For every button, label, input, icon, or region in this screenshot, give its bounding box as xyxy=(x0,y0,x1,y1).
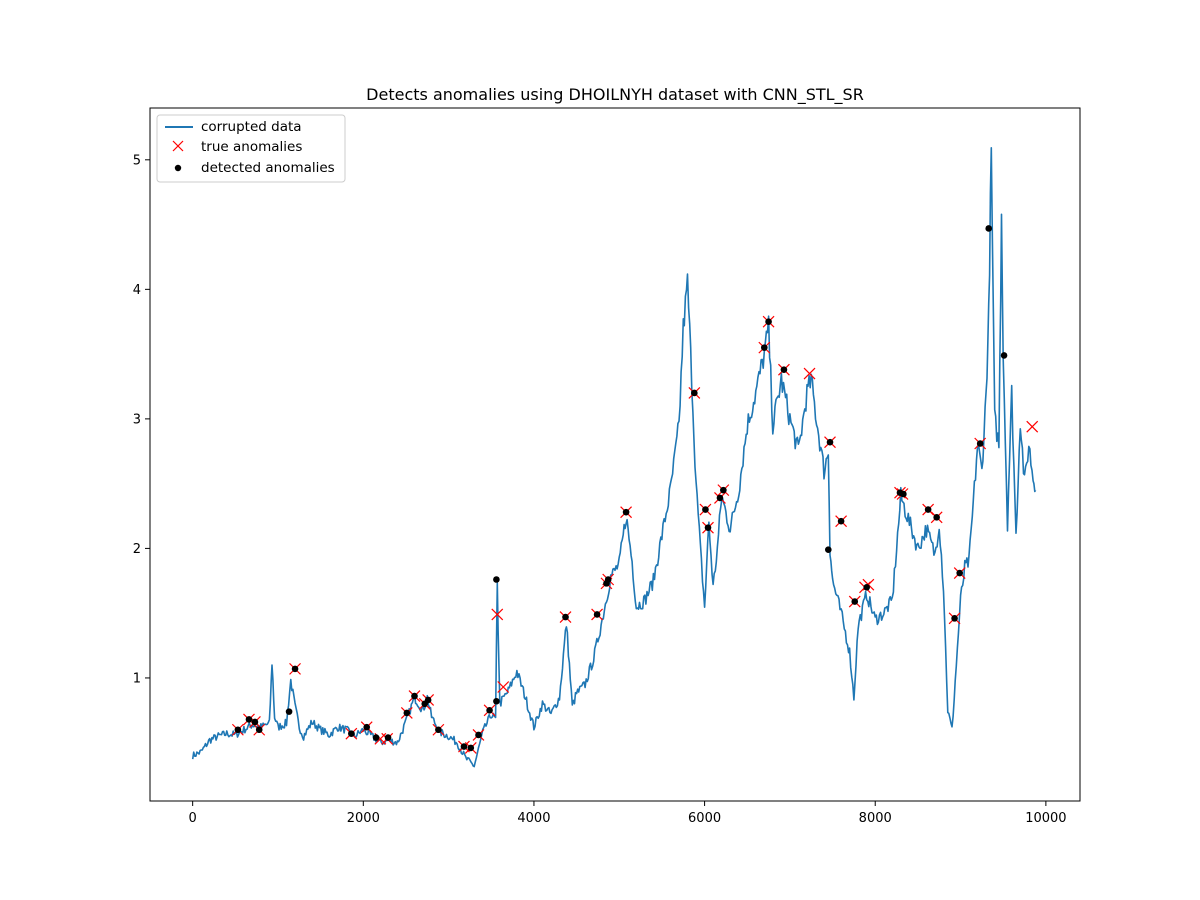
detected-anomaly-dot xyxy=(863,583,870,591)
detected-anomaly-dot xyxy=(837,517,845,525)
detected-anomaly-dot xyxy=(780,366,788,373)
x-tick-label: 10000 xyxy=(1025,811,1066,826)
detected-anomaly-dot xyxy=(716,494,724,502)
detected-anomaly-dot xyxy=(372,734,380,741)
x-tick-label: 6000 xyxy=(688,811,721,826)
detected-anomaly-dot xyxy=(924,506,932,513)
detected-anomaly-dot xyxy=(720,486,727,494)
x-tick-label: 4000 xyxy=(517,811,550,826)
detected-anomaly-dot xyxy=(956,569,963,577)
detected-anomaly-dot xyxy=(765,318,772,326)
detected-anomaly-dot xyxy=(604,576,612,583)
detected-anomaly-dot xyxy=(562,613,569,621)
y-axis: 1 2 3 4 5 xyxy=(133,153,150,686)
y-tick-label: 1 xyxy=(133,671,141,686)
detected-anomaly-dot xyxy=(704,524,712,531)
detected-anomaly-dot xyxy=(245,716,253,723)
detected-anomaly-dot xyxy=(403,709,411,717)
legend-label-detected-anomalies: detected anomalies xyxy=(201,160,335,176)
detected-anomaly-dot xyxy=(593,611,601,618)
detected-anomaly-dot xyxy=(622,508,630,516)
x-tick-label: 2000 xyxy=(347,811,380,826)
detected-anomaly-dot xyxy=(486,707,493,714)
legend-label-true-anomalies: true anomalies xyxy=(201,139,302,155)
detected-anomaly-dot xyxy=(363,723,371,731)
chart-title: Detects anomalies using DHOILNYH dataset… xyxy=(366,85,864,105)
x-tick-label: 8000 xyxy=(859,811,892,826)
plot-area xyxy=(191,147,1039,768)
detected-anomaly-dot xyxy=(234,726,242,734)
detected-anomaly-dot xyxy=(255,726,263,734)
detected-anomaly-dot xyxy=(251,718,259,726)
y-tick-label: 4 xyxy=(133,283,141,298)
detected-anomaly-dot xyxy=(460,743,468,750)
y-tick-label: 5 xyxy=(133,153,141,168)
detected-anomaly-dot xyxy=(467,744,475,752)
detected-anomaly-dot xyxy=(435,726,442,734)
plot-frame xyxy=(149,107,1081,802)
detected-anomaly-dot xyxy=(411,692,418,700)
detected-anomaly-dot xyxy=(475,731,482,739)
detected-anomaly-dot xyxy=(348,730,355,737)
detected-anomaly-dot xyxy=(702,506,709,513)
true-anomaly-marker xyxy=(1026,420,1039,433)
y-tick-label: 2 xyxy=(133,542,141,557)
series-layer xyxy=(191,147,1039,768)
detected-anomaly-dot xyxy=(761,344,768,351)
detected-anomaly-dot xyxy=(951,615,958,622)
legend: corrupted data true anomalies detected a… xyxy=(156,114,346,183)
x-tick-label: 0 xyxy=(189,811,197,826)
x-axis: 0 2000 4000 6000 8000 10000 xyxy=(189,801,1067,826)
legend-label-corrupted-data: corrupted data xyxy=(201,119,302,135)
detected-anomaly-dot xyxy=(985,225,993,232)
corrupted-data-line xyxy=(191,147,1037,768)
detected-anomaly-dot xyxy=(291,665,299,673)
detected-anomaly-dot xyxy=(933,514,940,521)
detected-anomaly-dot xyxy=(691,389,698,397)
detected-anomaly-dot xyxy=(900,490,907,498)
legend-box xyxy=(156,114,346,183)
legend-x-marker-swatch xyxy=(172,140,184,152)
true-anomaly-marker xyxy=(497,681,510,693)
legend-dot-swatch xyxy=(174,164,182,172)
detected-anomaly-dot xyxy=(384,734,392,741)
detected-anomaly-dot xyxy=(976,440,984,447)
y-tick-label: 3 xyxy=(133,412,141,427)
detected-anomaly-dot xyxy=(826,438,834,446)
detected-anomaly-dot xyxy=(493,576,500,583)
detected-anomaly-dot xyxy=(851,598,859,605)
detected-anomaly-dot xyxy=(424,696,432,704)
detected-anomaly-dot xyxy=(825,546,832,554)
true-anomaly-marker xyxy=(803,367,816,380)
true-anomaly-marker xyxy=(491,608,504,621)
detected-anomaly-dot xyxy=(1000,352,1008,359)
detected-anomaly-dot xyxy=(285,708,293,715)
detected-anomaly-dot xyxy=(493,697,500,705)
